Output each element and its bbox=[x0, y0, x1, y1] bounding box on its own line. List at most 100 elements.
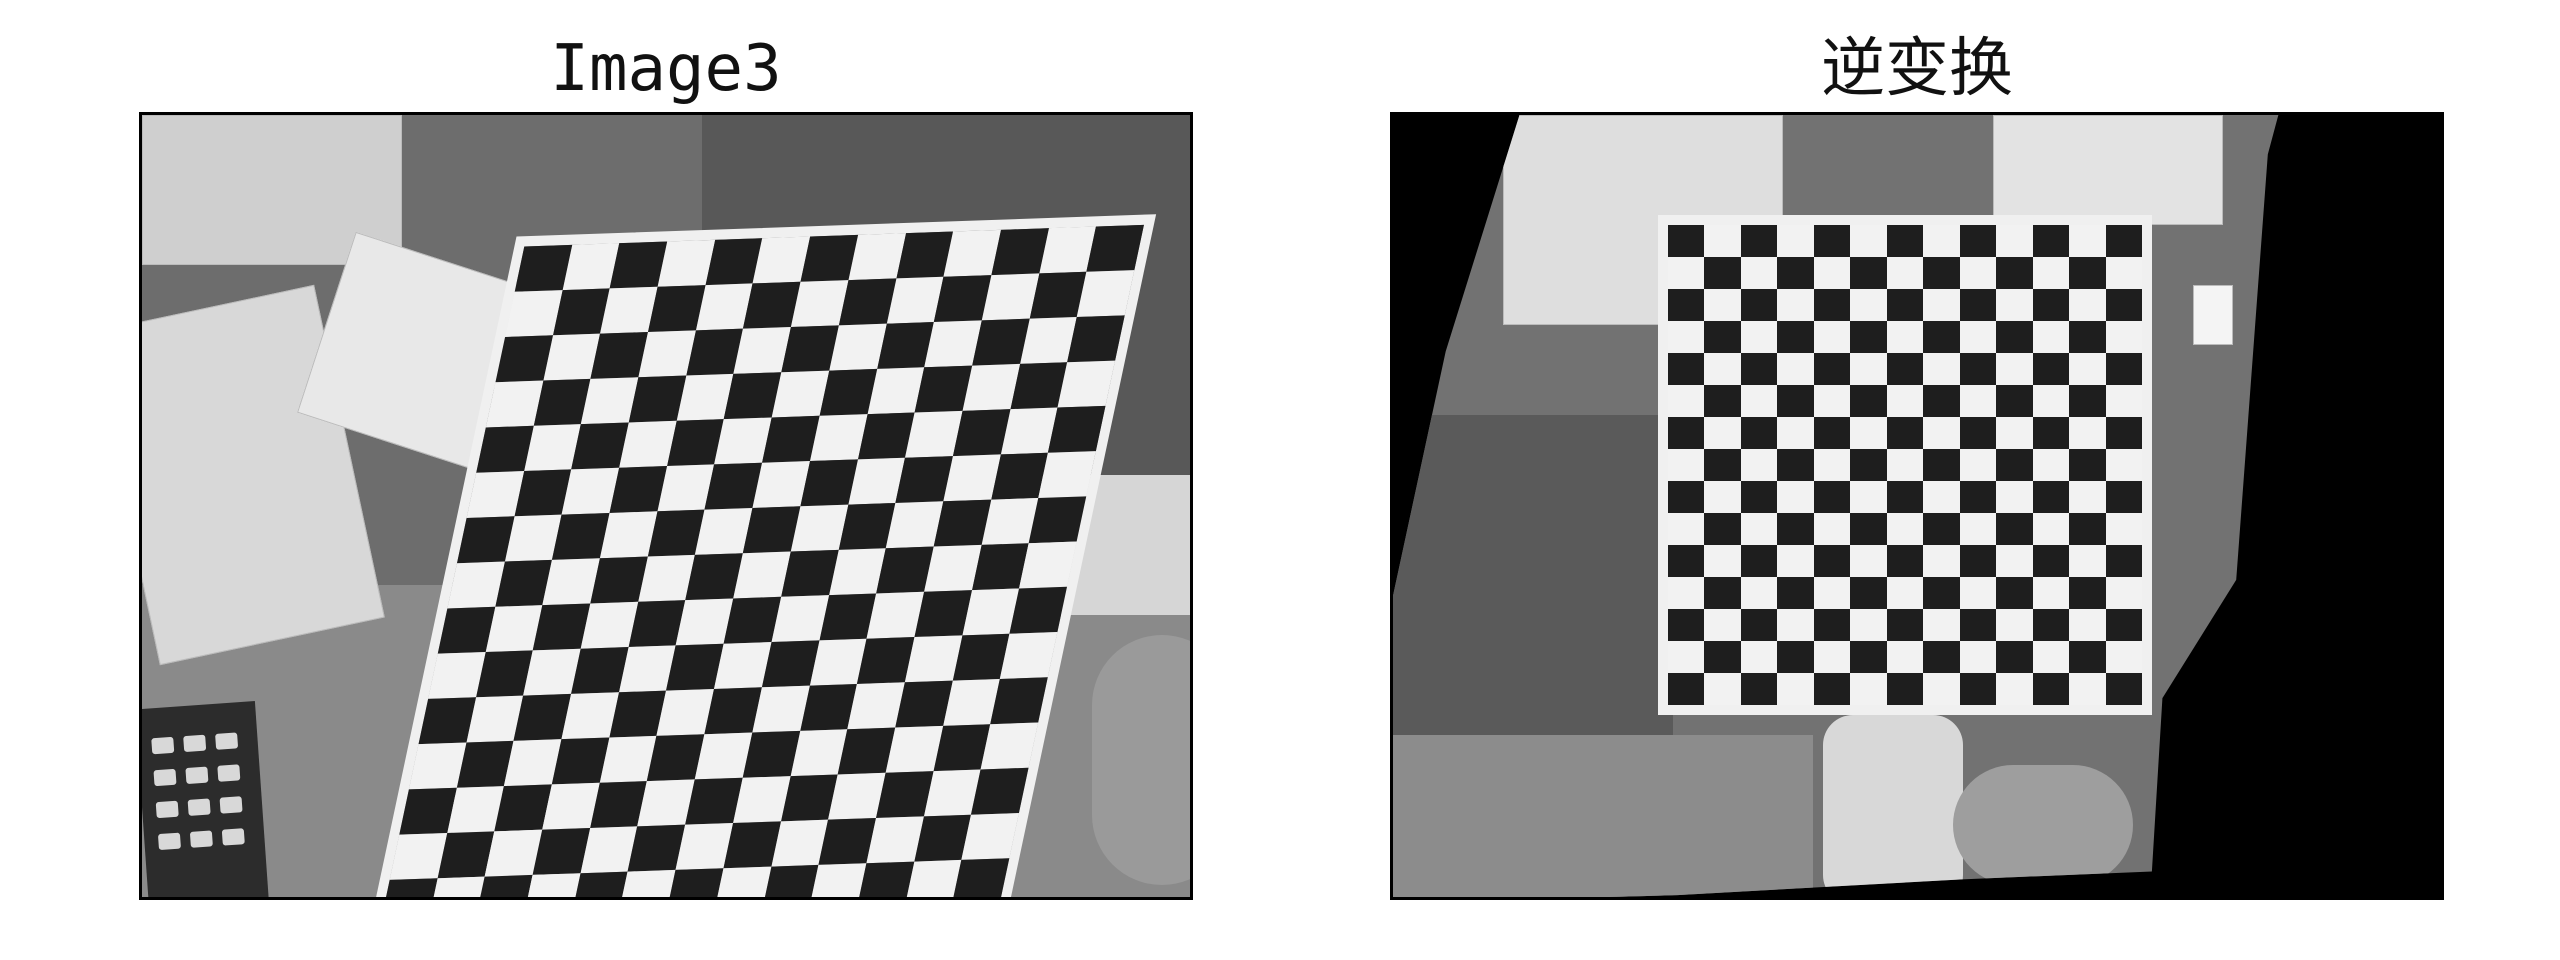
checker-square bbox=[2105, 513, 2142, 545]
checker-square bbox=[1923, 417, 1960, 449]
checker-square bbox=[1923, 673, 1960, 705]
checker-square bbox=[1850, 609, 1887, 641]
checker-square bbox=[1996, 609, 2033, 641]
knee bbox=[1092, 635, 1190, 885]
checker-square bbox=[1886, 545, 1924, 577]
checker-square bbox=[1996, 225, 2033, 257]
left-image-title: Image3 bbox=[550, 32, 782, 106]
checker-square bbox=[2105, 225, 2142, 257]
checker-square bbox=[1019, 541, 1077, 589]
checker-square bbox=[856, 861, 914, 897]
checker-square bbox=[1813, 449, 1851, 481]
checker-square bbox=[2032, 417, 2070, 449]
checker-square bbox=[2069, 545, 2106, 577]
checker-square bbox=[1959, 449, 1997, 481]
checker-square bbox=[1813, 673, 1851, 705]
checker-square bbox=[809, 863, 867, 897]
checker-square bbox=[2069, 225, 2106, 257]
checker-square bbox=[1923, 609, 1960, 641]
checker-square bbox=[1886, 449, 1924, 481]
checker-square bbox=[1777, 321, 1814, 353]
checker-square bbox=[1740, 257, 1778, 289]
checker-square bbox=[1777, 289, 1814, 321]
checker-square bbox=[1028, 496, 1087, 544]
checker-square bbox=[1850, 449, 1887, 481]
checker-square bbox=[1704, 481, 1741, 513]
warped-desk bbox=[1393, 735, 1813, 897]
checker-square bbox=[1668, 353, 1705, 385]
checker-square bbox=[1740, 545, 1778, 577]
checker-square bbox=[1850, 257, 1887, 289]
checker-square bbox=[1959, 545, 1997, 577]
checker-square bbox=[1886, 257, 1924, 289]
checker-square bbox=[1886, 417, 1924, 449]
checker-square bbox=[1996, 353, 2033, 385]
checker-square bbox=[1959, 225, 1997, 257]
checker-square bbox=[2069, 321, 2106, 353]
checker-square bbox=[1923, 289, 1960, 321]
checker-square bbox=[1668, 513, 1705, 545]
checker-square bbox=[2032, 673, 2070, 705]
checker-square bbox=[2105, 385, 2142, 417]
checker-square bbox=[1959, 577, 1997, 609]
checker-square bbox=[1668, 481, 1705, 513]
checker-square bbox=[1740, 673, 1778, 705]
checker-square bbox=[1886, 353, 1924, 385]
checker-square bbox=[1777, 513, 1814, 545]
checker-square bbox=[952, 858, 1010, 897]
checker-square bbox=[2032, 353, 2070, 385]
checker-square bbox=[1668, 385, 1705, 417]
checker-square bbox=[2032, 449, 2070, 481]
checker-square bbox=[2069, 673, 2106, 705]
checker-square bbox=[2032, 577, 2070, 609]
checker-square bbox=[1886, 321, 1924, 353]
warped-knee bbox=[1953, 765, 2133, 885]
checker-square bbox=[2069, 353, 2106, 385]
checker-square bbox=[1777, 225, 1814, 257]
checker-square bbox=[1704, 641, 1741, 673]
checker-square bbox=[1077, 270, 1135, 318]
checker-square bbox=[1886, 513, 1924, 545]
checker-square bbox=[666, 868, 724, 897]
checker-square bbox=[1740, 609, 1778, 641]
checker-square bbox=[1668, 257, 1705, 289]
checker-square bbox=[2105, 577, 2142, 609]
checker-square bbox=[1886, 385, 1924, 417]
checker-square bbox=[1923, 257, 1960, 289]
checker-square bbox=[1923, 545, 1960, 577]
checker-square bbox=[1850, 321, 1887, 353]
checker-square bbox=[1959, 513, 1997, 545]
checker-square bbox=[2069, 641, 2106, 673]
checker-square bbox=[1813, 385, 1851, 417]
checker-square bbox=[1996, 257, 2033, 289]
checker-square bbox=[1959, 641, 1997, 673]
checker-square bbox=[1668, 321, 1705, 353]
checker-square bbox=[2105, 673, 2142, 705]
checker-square bbox=[713, 866, 771, 897]
checker-square bbox=[1923, 449, 1960, 481]
checker-square bbox=[1704, 289, 1741, 321]
checker-square bbox=[1850, 417, 1887, 449]
checker-square bbox=[1850, 513, 1887, 545]
checker-square bbox=[1850, 641, 1887, 673]
checker-square bbox=[1996, 289, 2033, 321]
checker-square bbox=[427, 876, 485, 897]
checker-square bbox=[1923, 321, 1960, 353]
checker-square bbox=[1996, 513, 2033, 545]
checker-square bbox=[1668, 609, 1705, 641]
checker-square bbox=[2105, 417, 2142, 449]
checker-square bbox=[1813, 257, 1851, 289]
checker-square bbox=[523, 873, 581, 897]
checker-square bbox=[1000, 632, 1058, 679]
checker-square bbox=[2069, 289, 2106, 321]
checker-square bbox=[1886, 225, 1924, 257]
checker-square bbox=[1959, 385, 1997, 417]
checker-square bbox=[1813, 417, 1851, 449]
checker-square bbox=[1996, 545, 2033, 577]
checker-square bbox=[1813, 481, 1851, 513]
checker-square bbox=[1813, 289, 1851, 321]
checker-square bbox=[2032, 481, 2070, 513]
checker-square bbox=[2069, 417, 2106, 449]
checker-square bbox=[2032, 225, 2070, 257]
checker-square bbox=[1067, 315, 1125, 363]
